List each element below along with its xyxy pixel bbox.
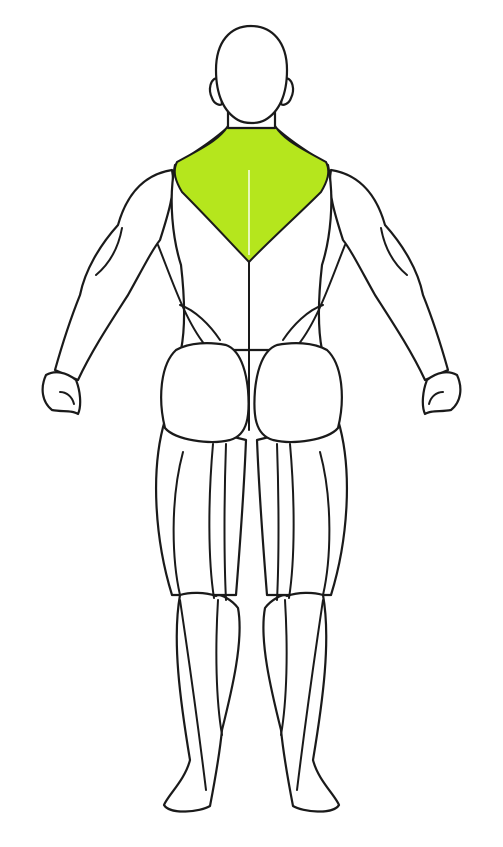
left-leg	[155, 418, 248, 813]
right-upper-arm	[328, 168, 450, 382]
upper-trapezius-highlight	[173, 121, 330, 263]
left-arm	[41, 168, 175, 416]
left-calf	[162, 591, 241, 813]
right-arm	[328, 168, 462, 416]
skull	[214, 24, 289, 125]
left-upper-arm	[53, 168, 175, 382]
right-glute	[253, 342, 343, 443]
left-hand	[41, 371, 82, 416]
right-hand	[421, 371, 462, 416]
glutes	[160, 342, 343, 443]
right-leg	[255, 418, 348, 813]
right-calf	[262, 591, 341, 813]
right-thigh	[255, 418, 348, 597]
left-glute	[160, 342, 250, 443]
head	[208, 24, 295, 130]
left-thigh	[155, 418, 248, 597]
